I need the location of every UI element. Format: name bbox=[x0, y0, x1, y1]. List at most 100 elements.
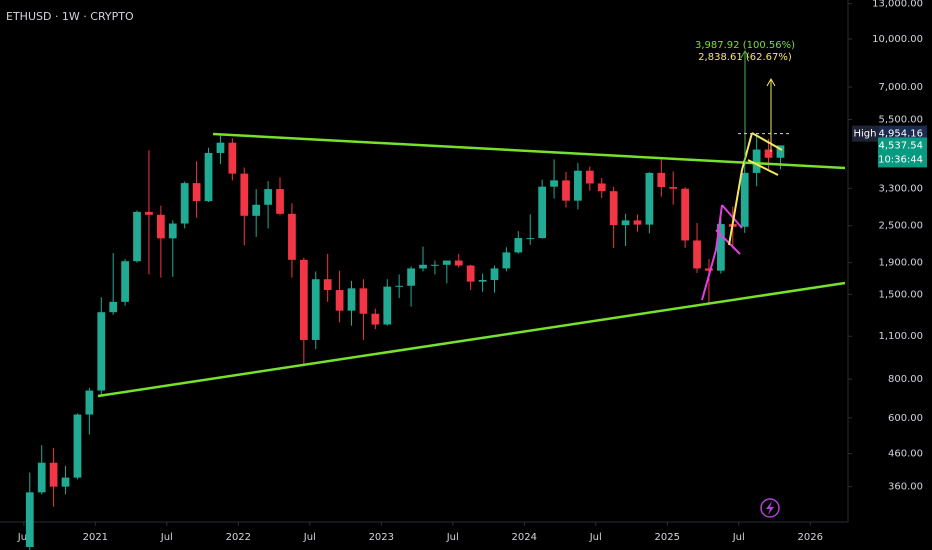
candle-body bbox=[740, 172, 749, 227]
yellow-flag-bottom bbox=[747, 159, 779, 176]
magenta-flag-bottom bbox=[715, 229, 741, 255]
candle-body bbox=[264, 189, 272, 205]
yellow-pattern bbox=[728, 132, 753, 246]
candle-body bbox=[299, 259, 308, 340]
candle-body bbox=[133, 211, 141, 262]
candle-body bbox=[717, 224, 725, 271]
candle-body bbox=[633, 220, 642, 225]
candle-body bbox=[49, 462, 58, 487]
arrow-head bbox=[766, 77, 776, 87]
y-tick-label: 2,500.00 bbox=[878, 221, 923, 232]
y-tick-label: 360.00 bbox=[888, 482, 923, 493]
chart-title: ETHUSD · 1W · CRYPTO bbox=[6, 10, 134, 23]
candle-body bbox=[252, 204, 261, 216]
candle-body bbox=[121, 261, 129, 302]
y-tick-label: 1,100.00 bbox=[878, 331, 923, 342]
x-tick-label: Jul bbox=[17, 532, 30, 543]
candle-body bbox=[216, 142, 225, 153]
last-price-box bbox=[878, 137, 927, 168]
candle-body bbox=[347, 288, 356, 311]
candle-body bbox=[25, 492, 34, 547]
candle-body bbox=[526, 238, 535, 240]
x-tick-label: 2024 bbox=[512, 532, 537, 543]
candle-body bbox=[145, 211, 153, 215]
candle-body bbox=[288, 213, 296, 260]
high-name: High bbox=[854, 129, 877, 140]
candle-body bbox=[431, 264, 439, 266]
candle-body bbox=[37, 462, 46, 493]
x-tick-label: Jul bbox=[732, 532, 745, 543]
candle-body bbox=[574, 170, 582, 201]
candle-body bbox=[371, 313, 380, 325]
x-tick-label: Jul bbox=[303, 532, 316, 543]
candle-body bbox=[419, 264, 427, 269]
candle-body bbox=[228, 142, 237, 174]
x-tick-label: 2023 bbox=[369, 532, 394, 543]
drawings bbox=[97, 49, 846, 398]
y-tick-label: 800.00 bbox=[888, 374, 923, 385]
lower-trendline bbox=[97, 281, 846, 398]
magenta-flag-top bbox=[721, 204, 743, 229]
candle-body bbox=[276, 189, 284, 214]
candle-body bbox=[764, 149, 773, 158]
candle-body bbox=[395, 285, 404, 287]
y-tick-label: 1,500.00 bbox=[878, 289, 923, 300]
x-tick-label: 2021 bbox=[83, 532, 108, 543]
candle-body bbox=[97, 312, 106, 391]
yellow-flag-top bbox=[751, 132, 783, 151]
y-tick-label: 7,000.00 bbox=[878, 82, 923, 93]
candle-body bbox=[657, 172, 666, 188]
candle-body bbox=[323, 279, 332, 291]
candle-body bbox=[383, 286, 392, 325]
lightning-glyph bbox=[766, 501, 774, 515]
y-tick-label: 600.00 bbox=[888, 413, 923, 424]
high-value: 4,954.16 bbox=[878, 129, 923, 140]
candle-body bbox=[454, 260, 463, 266]
last-price: 4,537.54 bbox=[878, 140, 923, 151]
arrow-head bbox=[740, 49, 750, 59]
candle-body bbox=[502, 252, 511, 269]
candle-body bbox=[585, 170, 594, 184]
candle-body bbox=[168, 223, 177, 239]
candle-body bbox=[359, 288, 368, 314]
candle-body bbox=[156, 214, 165, 239]
magenta-pattern bbox=[701, 204, 723, 301]
candle-body bbox=[407, 268, 415, 286]
candle-body bbox=[669, 187, 678, 189]
target-label: 2,838.61 (62.67%) bbox=[698, 52, 792, 63]
candle-body bbox=[597, 183, 606, 192]
candle-body bbox=[204, 152, 213, 202]
x-tick-label: 2026 bbox=[798, 532, 823, 543]
y-tick-label: 1,900.00 bbox=[878, 258, 923, 269]
lightning-icon[interactable] bbox=[760, 498, 780, 518]
candle-body bbox=[681, 188, 690, 241]
candle-body bbox=[514, 238, 523, 253]
candle-body bbox=[609, 191, 618, 226]
candle-body bbox=[311, 279, 320, 340]
candle-body bbox=[180, 183, 189, 224]
x-tick-label: Jul bbox=[589, 532, 602, 543]
y-tick-label: 5,500.00 bbox=[878, 115, 923, 126]
candle-body bbox=[645, 172, 654, 225]
candle-body bbox=[442, 260, 451, 265]
y-tick-label: 460.00 bbox=[888, 449, 923, 460]
y-tick-label: 13,000.00 bbox=[872, 0, 923, 10]
candle-body bbox=[478, 280, 487, 282]
high-name-box bbox=[852, 125, 879, 142]
x-tick-label: Jul bbox=[160, 532, 173, 543]
candle-body bbox=[85, 390, 94, 415]
upper-trendline bbox=[212, 132, 846, 170]
y-tick-label: 3,300.00 bbox=[878, 183, 923, 194]
candle-body bbox=[73, 414, 82, 478]
target-label: 3,987.92 (100.56%) bbox=[695, 40, 795, 51]
candle-body bbox=[550, 180, 558, 187]
countdown: 10:36:44 bbox=[878, 154, 923, 165]
candle-body bbox=[490, 268, 499, 281]
candle-body bbox=[538, 186, 547, 239]
candle-body bbox=[466, 265, 475, 282]
candle-body bbox=[335, 290, 344, 311]
candle-body bbox=[109, 301, 118, 313]
candle-body bbox=[240, 173, 249, 216]
y-tick-label: 10,000.00 bbox=[872, 34, 923, 45]
x-tick-label: Jul bbox=[446, 532, 459, 543]
